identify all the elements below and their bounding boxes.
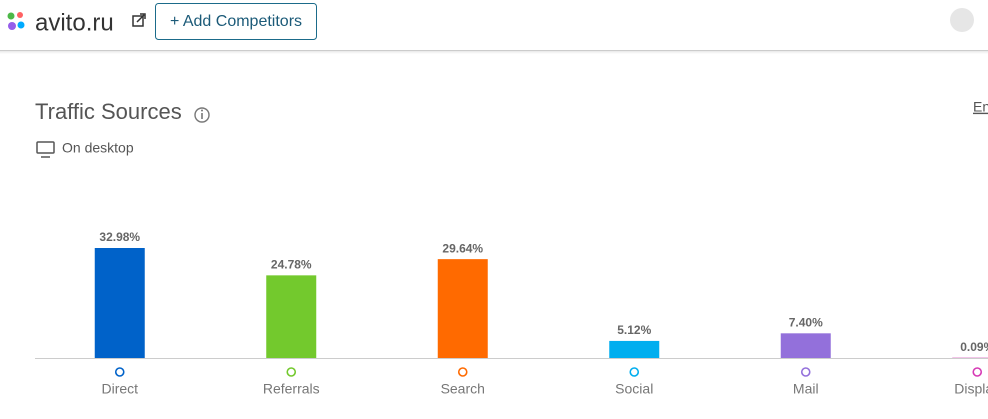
device-label: On desktop — [62, 140, 134, 156]
category-label: Display — [954, 381, 988, 397]
bar — [609, 340, 660, 358]
site-name: avito.ru — [35, 9, 114, 36]
value-label: 5.12% — [617, 323, 651, 337]
site-logo — [7, 12, 25, 30]
bar — [266, 275, 317, 358]
value-label: 32.98% — [99, 230, 140, 244]
category-icon — [457, 367, 468, 377]
value-label: 7.40% — [789, 315, 823, 329]
engagement-link[interactable]: En — [973, 99, 988, 115]
category-label: Referrals — [263, 381, 320, 397]
category-icon — [972, 367, 983, 377]
add-competitors-button[interactable] — [155, 3, 317, 40]
external-link-icon[interactable] — [132, 13, 146, 27]
value-label: 0.09% — [960, 340, 988, 354]
value-label: 29.64% — [442, 241, 483, 255]
category-icon — [629, 367, 640, 377]
category-icon — [114, 367, 125, 377]
section-title: Traffic Sources — [35, 99, 182, 124]
category-icon — [800, 367, 811, 377]
add-competitors-label[interactable]: + Add Competitors — [170, 13, 302, 30]
desktop-icon — [36, 141, 55, 158]
bar — [437, 259, 488, 358]
category-label: Direct — [101, 381, 138, 397]
value-label: 24.78% — [271, 258, 312, 272]
header-bg — [0, 0, 988, 50]
user-avatar[interactable] — [950, 8, 974, 32]
category-icon — [286, 367, 297, 377]
bar — [780, 333, 831, 358]
info-icon[interactable] — [194, 107, 210, 123]
bar — [94, 248, 145, 358]
category-label: Mail — [793, 381, 819, 397]
header-shadow — [0, 50, 988, 54]
category-label: Social — [615, 381, 653, 397]
category-label: Search — [441, 381, 485, 397]
header: avito.ru + Add Competitors — [0, 0, 988, 54]
